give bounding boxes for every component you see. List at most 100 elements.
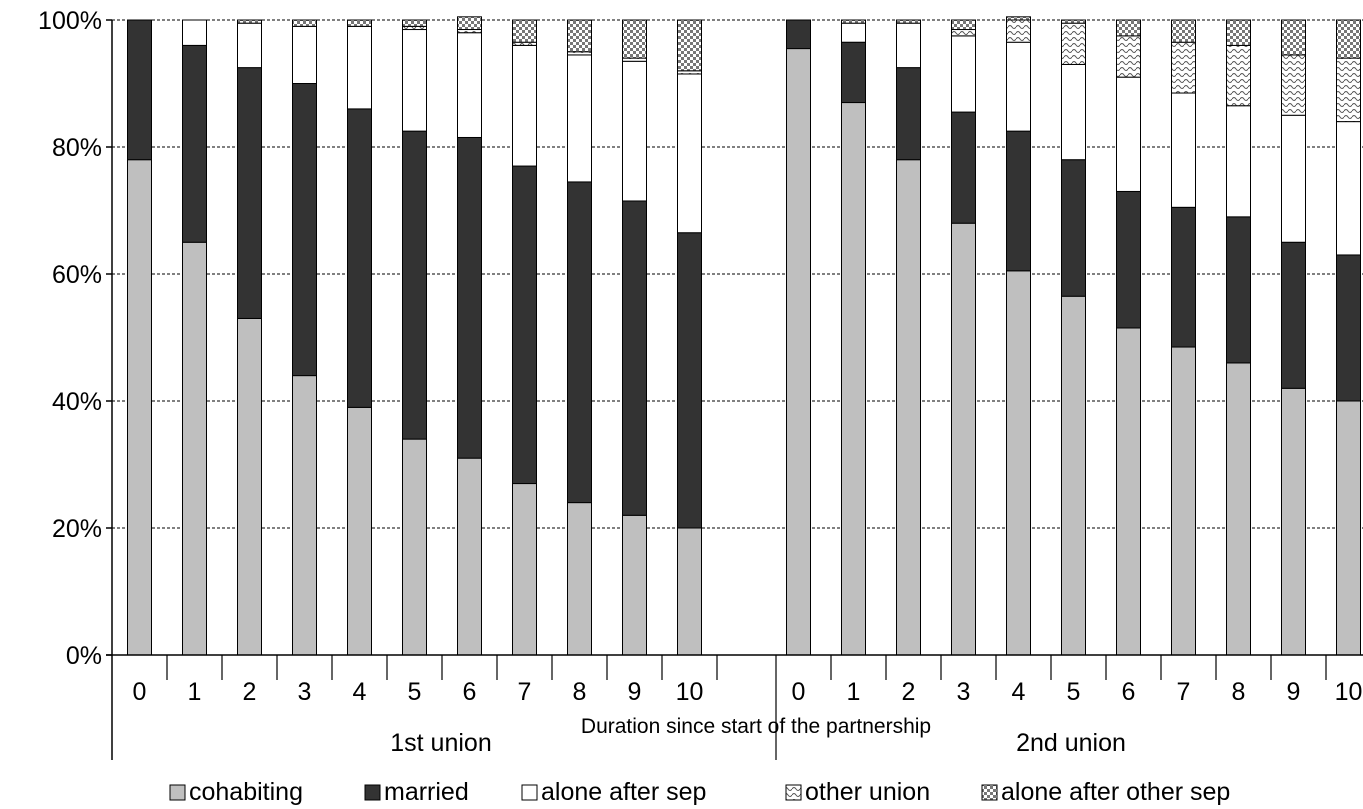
bar-segment-alone-after-other-sep — [1171, 19, 1196, 43]
bar-segment-alone-after-sep — [402, 29, 427, 132]
x-tick-label: 4 — [1012, 678, 1026, 706]
bar-segment-cohabiting — [1336, 400, 1361, 656]
bar-segment-alone-after-sep — [1116, 76, 1141, 192]
bar-segment-cohabiting — [237, 317, 262, 656]
x-tick-label: 3 — [298, 678, 312, 706]
legend-swatch-alone-after-sep — [521, 784, 538, 801]
bar-segment-married — [1171, 206, 1196, 348]
bar-segment-alone-after-sep — [951, 35, 976, 113]
x-tick-label: 7 — [1177, 678, 1191, 706]
legend: cohabiting married alone after sep other un… — [169, 778, 1230, 806]
bar-segment-alone-after-sep — [1336, 121, 1361, 256]
bar-segment-alone-after-other-sep — [292, 19, 317, 27]
bar-segment-alone-after-sep — [1171, 92, 1196, 208]
legend-swatch-married — [364, 784, 381, 801]
bar-segment-other-union — [951, 29, 976, 37]
x-tick-label: 5 — [1067, 678, 1081, 706]
bar-segment-alone-after-other-sep — [841, 19, 866, 24]
bar-segment-married — [1116, 190, 1141, 329]
bar-segment-cohabiting — [1116, 327, 1141, 656]
bar-segment-alone-after-sep — [347, 25, 372, 110]
axes — [106, 19, 1363, 760]
bar-segment-cohabiting — [457, 457, 482, 656]
bar-segment-married — [402, 130, 427, 440]
legend-label: alone after other sep — [1001, 778, 1230, 806]
bar-segment-alone-after-other-sep — [896, 19, 921, 24]
bar-segment-cohabiting — [347, 406, 372, 656]
bar-segment-married — [237, 67, 262, 319]
group-label-2nd-union: 2nd union — [1016, 729, 1126, 757]
x-tick-label: 1 — [188, 678, 202, 706]
bar-segment-cohabiting — [1171, 346, 1196, 656]
bar-segment-cohabiting — [896, 159, 921, 656]
legend-label: other union — [805, 778, 930, 806]
bar-segment-married — [127, 19, 152, 161]
bar-segment-cohabiting — [951, 222, 976, 656]
bar-segment-alone-after-other-sep — [512, 19, 537, 43]
y-tick-label: 20% — [52, 515, 102, 543]
bar-segment-alone-after-sep — [677, 73, 702, 234]
bar-segment-other-union — [1061, 22, 1086, 65]
bar-segment-alone-after-other-sep — [1336, 19, 1361, 59]
bar-segment-cohabiting — [622, 514, 647, 656]
bar-segment-other-union — [1171, 41, 1196, 94]
bar-segment-alone-after-other-sep — [457, 16, 482, 31]
bar-segment-alone-after-sep — [841, 22, 866, 43]
bar-segment-alone-after-other-sep — [402, 19, 427, 27]
legend-label: alone after sep — [541, 778, 706, 806]
bar-segment-alone-after-other-sep — [1281, 19, 1306, 56]
x-tick-label: 5 — [408, 678, 422, 706]
bar-segment-alone-after-sep — [182, 19, 207, 46]
x-tick-label: 2 — [243, 678, 257, 706]
y-tick-label: 0% — [66, 642, 102, 670]
legend-label: married — [384, 778, 469, 806]
bar-segment-other-union — [1336, 57, 1361, 123]
x-tick-label: 9 — [1287, 678, 1301, 706]
bar-segment-married — [896, 67, 921, 161]
bar-segment-married — [347, 108, 372, 408]
x-tick-label: 6 — [463, 678, 477, 706]
bar-segment-married — [1336, 254, 1361, 402]
bar-segment-married — [1226, 216, 1251, 364]
legend-label: cohabiting — [189, 778, 303, 806]
bar-segment-cohabiting — [182, 241, 207, 656]
x-axis-title: Duration since start of the partnership — [581, 715, 931, 738]
bar-segment-married — [182, 44, 207, 243]
bar-segment-alone-after-sep — [1006, 41, 1031, 132]
bar-segment-alone-after-other-sep — [1226, 19, 1251, 46]
bar-segment-alone-after-other-sep — [1061, 19, 1086, 24]
bar-segment-alone-after-sep — [237, 22, 262, 69]
bar-segment-cohabiting — [1226, 362, 1251, 656]
y-tick-label: 60% — [52, 261, 102, 289]
bar-segment-alone-after-other-sep — [237, 19, 262, 24]
bar-segment-other-union — [1006, 19, 1031, 43]
bar-segment-cohabiting — [127, 159, 152, 656]
bar-segment-alone-after-sep — [512, 44, 537, 167]
x-tick-label: 9 — [628, 678, 642, 706]
bar-segment-married — [1061, 159, 1086, 297]
x-tick-label: 8 — [1232, 678, 1246, 706]
x-tick-label: 8 — [573, 678, 587, 706]
bar-segment-alone-after-other-sep — [567, 19, 592, 53]
bar-segment-cohabiting — [1006, 270, 1031, 656]
bar-segment-cohabiting — [677, 527, 702, 656]
legend-swatch-cohabiting — [169, 784, 186, 801]
bar-segment-alone-after-sep — [1281, 114, 1306, 243]
bar-segment-alone-after-sep — [622, 60, 647, 202]
bar-segment-married — [567, 181, 592, 504]
group-label-1st-union: 1st union — [390, 729, 491, 757]
bar-segment-married — [1006, 130, 1031, 272]
bar-segment-alone-after-sep — [292, 25, 317, 85]
bar-segment-alone-after-sep — [567, 54, 592, 183]
bar-segment-married — [1281, 241, 1306, 389]
bar-segment-alone-after-sep — [457, 32, 482, 138]
bar-segment-cohabiting — [402, 438, 427, 656]
bar-segment-married — [457, 136, 482, 459]
gridlines — [112, 19, 1363, 529]
bar-segment-alone-after-other-sep — [1116, 19, 1141, 37]
labels: 0% 20% 40% 60% 80% 100% 0 1 2 3 4 5 6 7 8 9 10 0 1 2 3 4 5 6 7 8 9… — [38, 7, 1362, 757]
bar-segment-alone-after-other-sep — [347, 19, 372, 27]
bar-segment-married — [786, 19, 811, 50]
